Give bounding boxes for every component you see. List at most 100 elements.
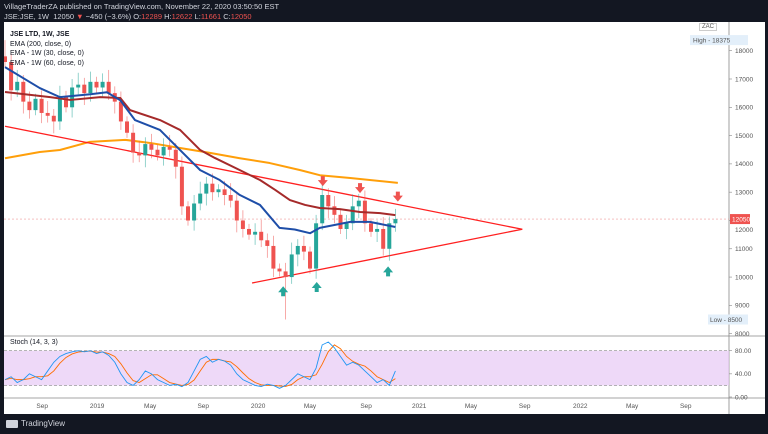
candle-body [247, 228, 251, 235]
candle-body [21, 81, 26, 102]
candle-body [387, 223, 392, 249]
last-price: 12050 [53, 12, 75, 21]
candle-body [100, 81, 105, 88]
price-chart[interactable]: 8000 9000 10000 11000 12000 13000 14000 15000 16… [4, 22, 765, 414]
legend-ema200[interactable]: EMA (200, close, 0) [10, 40, 72, 48]
footer-bar: TradingView [0, 414, 768, 434]
candle-body [57, 95, 62, 122]
low-label-bg [708, 314, 748, 325]
tradingview-logo[interactable]: TradingView [6, 419, 65, 428]
candle-body [118, 101, 123, 122]
candle-body [381, 228, 386, 249]
candle-body [259, 231, 264, 241]
y-tick-label: 16000 [735, 105, 753, 112]
candle-body [265, 240, 270, 246]
stoch-legend[interactable]: Stoch (14, 3, 3) [10, 339, 58, 346]
header-bar: VillageTraderZA published on TradingView… [0, 0, 768, 22]
sell-arrow-icon [392, 191, 403, 202]
tradingview-logo-icon [6, 419, 18, 428]
open-value: 12289 [141, 12, 162, 21]
stoch-tick-label: 40.00 [735, 371, 752, 378]
candle-body [350, 206, 355, 224]
candle-body [369, 223, 373, 232]
x-tick-label: Sep [197, 403, 209, 410]
last-price-badge [730, 214, 750, 225]
candle-body [70, 87, 75, 108]
chart-area[interactable]: 8000 9000 10000 11000 12000 13000 14000 15000 16… [4, 22, 765, 414]
candle-body [4, 56, 7, 63]
x-tick-label: Sep [360, 403, 372, 410]
ema60-line [4, 91, 396, 217]
y-tick-label: 13000 [735, 189, 753, 196]
candle-body [356, 200, 361, 207]
candle-body [338, 214, 343, 229]
close-label: C: [223, 12, 231, 21]
x-tick-label: 2019 [90, 403, 105, 410]
y-tick-label: 8000 [735, 331, 750, 338]
trendline-support [251, 228, 523, 284]
stoch-tick-label: 0.00 [735, 394, 748, 401]
x-tick-label: 2021 [412, 403, 427, 410]
down-arrow-icon: ▼ [76, 12, 84, 21]
candle-body [240, 220, 245, 229]
y-tick-label: 12000 [735, 227, 753, 234]
candle-body [137, 152, 142, 156]
legend-ema60[interactable]: EMA - 1W (60, close, 0) [10, 59, 84, 67]
price-change: −450 (−3.6%) [85, 12, 132, 21]
trendline-resistance [4, 125, 523, 230]
candle-body [64, 95, 68, 108]
candle-body [301, 245, 306, 252]
stoch-tick-label: 80.00 [735, 348, 752, 355]
sell-arrow-icon [355, 183, 366, 194]
candle-body [125, 121, 129, 133]
x-tick-label: 2020 [251, 403, 266, 410]
candle-body [204, 183, 209, 194]
ema200-line [4, 138, 398, 184]
high-label: H: [164, 12, 172, 21]
currency-label: ZAC [699, 23, 717, 31]
sell-arrow-icon [317, 176, 328, 187]
candle-body [94, 81, 99, 88]
x-tick-label: May [626, 403, 639, 410]
candle-body [15, 81, 20, 91]
candle-body [234, 200, 239, 221]
candle-body [210, 183, 215, 193]
legend-ema30[interactable]: EMA - 1W (30, close, 0) [10, 50, 84, 57]
buy-arrow-icon [311, 281, 322, 292]
candle-body [375, 228, 380, 232]
candle-body [332, 206, 337, 215]
publish-info: VillageTraderZA published on TradingView… [4, 2, 280, 11]
y-tick-label: 11000 [735, 246, 753, 253]
open-label: O: [133, 12, 142, 21]
y-tick-label: 9000 [735, 303, 750, 310]
candle-body [192, 203, 197, 221]
candle-body [143, 144, 148, 156]
stoch-k-line [4, 341, 396, 389]
candle-body [283, 271, 288, 278]
high-label-bg [690, 35, 748, 46]
close-value: 12050 [230, 12, 252, 21]
y-tick-label: 18000 [735, 48, 753, 55]
candle-body [106, 81, 111, 94]
candle-body [131, 132, 136, 153]
x-tick-label: May [144, 403, 157, 410]
x-tick-label: Sep [36, 403, 48, 410]
candle-body [173, 149, 178, 167]
candle-body [39, 98, 44, 113]
high-value: 12622 [171, 12, 193, 21]
candle-body [76, 84, 81, 88]
candle-body [277, 268, 282, 272]
candle-body [27, 101, 32, 111]
ema30-line [4, 66, 396, 235]
x-tick-label: Sep [519, 403, 531, 410]
candle-body [149, 144, 154, 150]
symbol: JSE:JSE, 1W [4, 12, 50, 21]
candle-body [253, 231, 258, 235]
symbol-info: JSE:JSE, 1W 12050 ▼ −450 (−3.6%) O:12289… [4, 12, 252, 21]
candle-body [289, 254, 294, 278]
high-label: High - 18375 [693, 37, 731, 44]
candle-body [198, 193, 203, 204]
stoch-d-line [4, 344, 396, 387]
x-tick-label: May [465, 403, 478, 410]
x-tick-label: May [304, 403, 317, 410]
